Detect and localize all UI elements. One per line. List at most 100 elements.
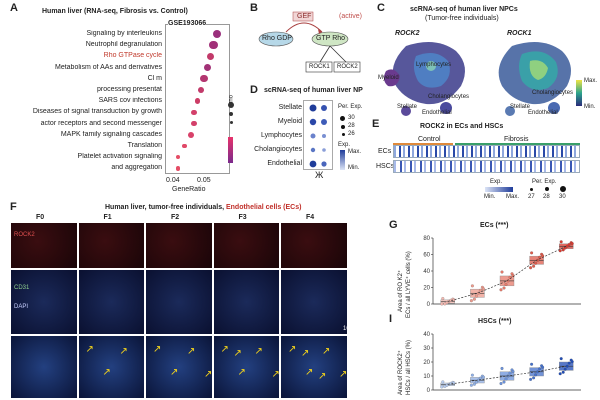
panel-d-min: Min. — [348, 165, 360, 171]
point-F3 — [529, 377, 533, 381]
point-F2 — [502, 286, 506, 290]
panel-a-dot — [175, 166, 181, 171]
panel-i-ylabel-1: Area of ROCK2⁺ — [398, 350, 404, 395]
point-F1 — [472, 382, 476, 386]
y-tick-label: 0 — [427, 388, 431, 394]
panel-d-leg-dot-3 — [342, 133, 345, 136]
panel-d-leg-dot-1 — [340, 116, 345, 121]
yellow-arrow-icon: ↗ — [119, 346, 128, 357]
panel-f-micrograph — [213, 223, 279, 268]
panel-a-dot — [191, 120, 198, 127]
yellow-arrow-icon: ↗ — [271, 369, 280, 380]
y-tick-label: 20 — [423, 286, 430, 292]
umap-rock2-title: ROCK2 — [395, 30, 420, 37]
point-F2 — [511, 369, 515, 373]
point-F3 — [541, 365, 545, 369]
panel-a-dot — [191, 109, 198, 116]
panel-a-term-label: Diseases of signal transduction by growt… — [32, 108, 162, 116]
panel-e-leg-dot-3 — [560, 186, 566, 192]
panel-f-micrograph — [146, 223, 212, 268]
panel-e-leg-val-1: 27 — [528, 194, 535, 200]
panel-f-row2-label-dapi: DAPI — [14, 304, 29, 310]
rho-gdp-node — [258, 31, 294, 47]
yellow-arrow-icon: ↗ — [237, 367, 246, 378]
panel-f-micrograph — [213, 336, 279, 398]
point-F1 — [470, 284, 474, 288]
panel-d-frame — [303, 100, 333, 170]
point-F4 — [570, 360, 574, 364]
legend-dot-small — [230, 121, 233, 124]
panel-e-control: Control — [418, 136, 441, 143]
trend-line — [447, 365, 567, 385]
cluster-endothelial-2: Endothelial — [528, 110, 558, 116]
point-F4 — [559, 357, 563, 361]
panel-a-xlabel: GeneRatio — [172, 186, 206, 193]
panel-a-term-label: SARS cov infections — [98, 97, 162, 105]
panel-e-max: Max. — [506, 194, 520, 200]
point-F2 — [500, 270, 504, 274]
yellow-arrow-icon: ↗ — [305, 367, 314, 378]
point-F1 — [470, 373, 474, 377]
umap-rock2 — [383, 42, 465, 116]
panel-b-diagram — [258, 11, 361, 73]
cluster-cholangiocytes: Cholangiocytes — [428, 94, 470, 100]
panel-a-dot — [200, 75, 208, 83]
panel-e-title: ROCK2 in ECs and HSCs — [420, 123, 504, 130]
panel-a-pcolor-bar — [228, 137, 233, 163]
panel-f-stage-header: F1 — [103, 214, 112, 221]
panel-f-title: Human liver, tumor-free individuals, End… — [105, 204, 301, 212]
panel-a-dot — [188, 131, 194, 138]
umap-rock1 — [498, 42, 571, 116]
point-F0 — [443, 302, 447, 306]
point-F0 — [441, 380, 445, 384]
panel-g-title: ECs (***) — [480, 222, 509, 229]
umap-colorbar-min: Min. — [584, 104, 596, 110]
panel-e-row-hscs: HSCs — [376, 163, 395, 170]
yellow-arrow-icon: ↗ — [339, 369, 348, 380]
y-tick-label: 0 — [427, 302, 431, 308]
panel-i-title: HSCs (***) — [478, 318, 512, 325]
point-F1 — [481, 375, 485, 379]
point-F0 — [440, 385, 444, 389]
point-F2 — [504, 377, 508, 381]
yellow-arrow-icon: ↗ — [85, 344, 94, 355]
gtp-rho-label: GTP Rho — [316, 35, 346, 42]
panel-a-label: A — [10, 2, 18, 14]
point-F1 — [474, 294, 478, 298]
panel-i-chart: 40 30 20 10 0 — [423, 332, 581, 394]
panel-f-scale-bar — [343, 334, 365, 335]
panel-b-label: B — [250, 2, 258, 14]
point-F4 — [565, 364, 569, 368]
panel-a-title: Human liver (RNA-seq, Fibrosis vs. Contr… — [42, 8, 188, 15]
point-F1 — [481, 287, 485, 291]
rock1-box — [305, 61, 333, 73]
panel-a-dot — [212, 29, 222, 39]
umap-rock1-title: ROCK1 — [507, 30, 532, 37]
panel-a-term-label: and aggregation — [111, 164, 162, 172]
panel-e-label: E — [372, 118, 380, 130]
panel-a-term-label: MAPK family signaling cascades — [60, 130, 162, 138]
panel-f-micrograph — [78, 270, 144, 334]
point-F3 — [532, 264, 536, 268]
point-F1 — [472, 297, 476, 301]
point-F2 — [499, 288, 503, 292]
panel-c-title: scRNA-seq of human liver NPCs — [410, 6, 518, 13]
panel-d-col-mark: Ж — [315, 170, 324, 180]
panel-f-label: F — [10, 201, 17, 213]
point-F3 — [538, 367, 542, 371]
point-F2 — [499, 382, 503, 386]
panel-f-micrograph — [11, 336, 77, 398]
cluster-stellate-2: Stellate — [510, 104, 531, 110]
rho-gdp-label: Rho GDP — [262, 35, 292, 42]
panel-f-stage-header: F4 — [306, 214, 315, 221]
arrow-rock2 — [329, 45, 347, 63]
legend-dot-large — [228, 102, 234, 108]
panel-g-ylabel-1: Area of RO K2⁺ — [398, 269, 404, 312]
panel-d-leg-val-3: 26 — [348, 131, 355, 137]
cluster-myeloid: Myeloid — [378, 75, 399, 81]
panel-d-dots — [309, 104, 327, 168]
panel-c-label: C — [377, 2, 385, 14]
panel-a-xtick-1: 0.04 — [166, 177, 180, 184]
panel-g-ylabel-2: ECs / all LYVE⁺ cells (%) — [406, 251, 412, 318]
panel-d-exp: Exp. — [338, 142, 351, 148]
